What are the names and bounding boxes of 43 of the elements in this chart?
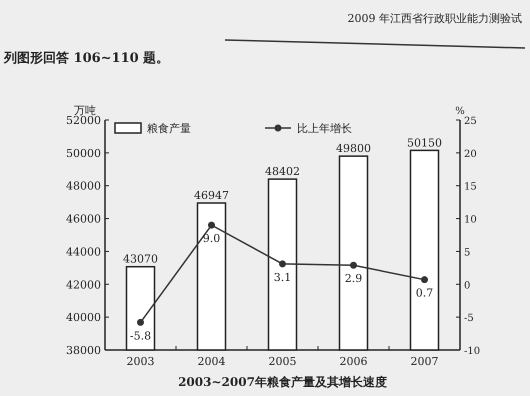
y2-tick-label: 5 [464,247,470,258]
data-label: 49800 [336,142,371,156]
y-axis-title: 万吨 [74,104,96,117]
data-label: 9.0 [202,232,220,246]
point [421,276,428,284]
y2-tick-label: 25 [464,116,477,127]
y2-axis-title: % [455,106,465,117]
legend-label: 比上年增长 [297,122,352,135]
point [350,262,357,269]
y2-tick-label: 15 [464,182,477,193]
data-label: 46947 [194,189,229,202]
y-tick-label: 50000 [66,146,101,160]
point [279,260,286,268]
text: 列图形回答 106~110 题。 [3,51,170,66]
y-tick-label: 40000 [66,311,101,324]
text: 2003~2007年粮食产量及其增长速度 [178,375,387,389]
legend-label: 粮食产量 [147,122,191,135]
point [208,222,215,229]
point [137,318,144,326]
y2-tick-label: 0 [464,280,470,292]
y-tick-label: 42000 [66,278,101,292]
x-tick-label: 2003 [126,355,154,368]
y-tick-label: 46000 [66,212,101,226]
data-label: 43070 [123,252,158,266]
data-label: 48402 [265,165,300,178]
data-label: -5.8 [130,329,152,342]
data-label: 0.7 [416,286,434,300]
y2-tick-label: -10 [464,346,480,357]
x-tick-label: 2007 [410,355,438,368]
x-tick-label: 2005 [268,355,296,368]
data-label: 3.1 [274,270,292,284]
y2-tick-label: -5 [464,313,474,324]
data-label: 50150 [407,136,442,150]
y-tick-label: 52000 [66,114,101,127]
data-label: 2.9 [344,272,362,286]
y-tick-label: 38000 [66,344,101,357]
y-tick-label: 48000 [66,180,101,193]
x-tick-label: 2004 [198,355,226,368]
y2-tick-label: 20 [464,148,477,160]
y-tick-label: 44000 [66,245,101,258]
text: 2009 年江西省行政职业能力测验试 [348,12,522,25]
x-tick-label: 2006 [340,355,368,368]
y2-tick-label: 10 [464,214,477,226]
